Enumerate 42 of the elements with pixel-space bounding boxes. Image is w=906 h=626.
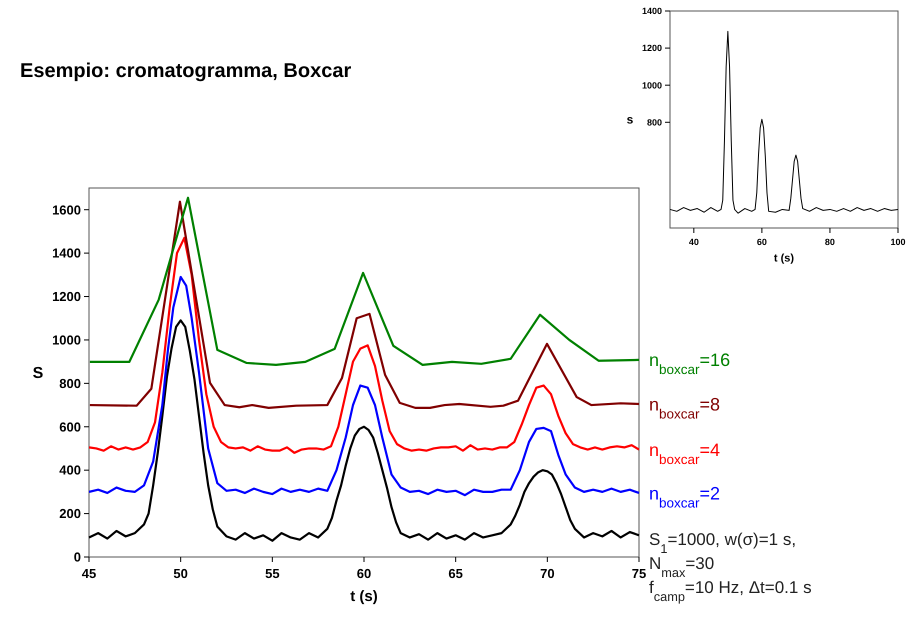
x-tick-label: 55 (265, 566, 280, 581)
line-series (88, 319, 640, 542)
chart-title: Esempio: cromatogramma, Boxcar (20, 60, 352, 82)
line-series (88, 196, 640, 366)
line-series (88, 200, 640, 409)
text: f$_{camp}$=10 Hz, Δt=0.1 s (649, 578, 812, 604)
y-tick-label: 1200 (52, 289, 81, 304)
y-tick-label: 1000 (642, 80, 662, 90)
y-tick-label: 800 (646, 117, 662, 128)
x-axis-title: t (s) (774, 252, 794, 264)
y-tick-label: 800 (59, 376, 81, 391)
x-tick-label: 70 (540, 566, 555, 581)
y-tick-label: 0 (74, 550, 81, 565)
text: S$_{1}$=1000, w(σ)=1 s, (649, 530, 796, 556)
x-tick-label: 80 (824, 237, 835, 247)
x-axis-title: t (s) (350, 588, 378, 605)
series-label: n$_{boxcar}$=16 (649, 350, 730, 377)
series-label: n$_{boxcar}$=8 (649, 394, 720, 421)
line-series (670, 30, 898, 214)
x-tick-label: 50 (173, 566, 188, 581)
x-tick-label: 40 (688, 237, 699, 247)
y-tick-label: 1400 (52, 246, 81, 261)
y-tick-label: 1600 (52, 202, 81, 218)
y-tick-label: 1200 (642, 43, 662, 54)
series-label: n$_{boxcar}$=2 (649, 483, 720, 510)
y-tick-label: 600 (59, 419, 81, 434)
x-tick-label: 65 (448, 566, 463, 581)
x-tick-label: 100 (890, 237, 906, 247)
y-axis-title: S (32, 365, 44, 382)
y-tick-label: 1400 (642, 6, 662, 16)
x-tick-label: 60 (756, 237, 767, 247)
line-series (88, 236, 640, 454)
series-label: n$_{boxcar}$=4 (649, 440, 720, 466)
x-tick-label: 75 (632, 566, 646, 581)
y-tick-label: 1000 (52, 332, 81, 348)
y-axis-title: s (626, 112, 634, 127)
x-tick-label: 45 (82, 566, 96, 581)
text: N$_{max}$=30 (649, 554, 714, 580)
line-series (88, 276, 640, 496)
y-tick-label: 400 (59, 462, 81, 478)
y-tick-label: 200 (59, 506, 81, 522)
x-tick-label: 60 (356, 566, 372, 581)
